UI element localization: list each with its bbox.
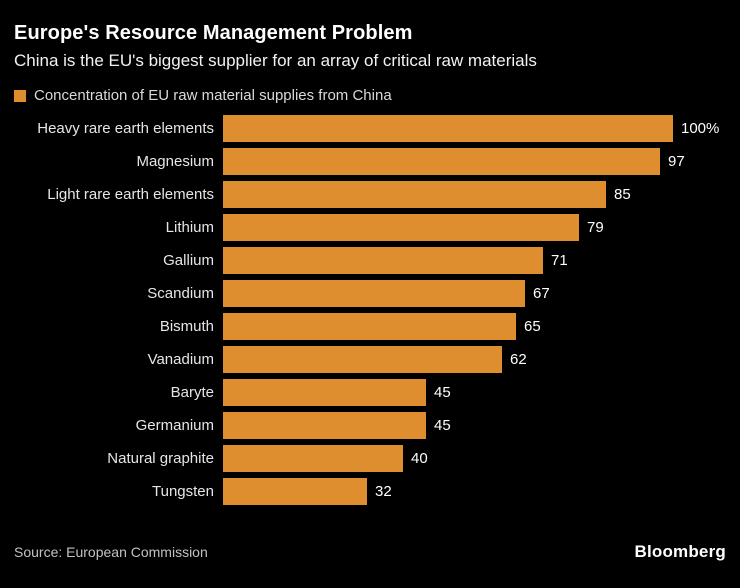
bar (223, 214, 579, 241)
bar-track: 62 (223, 346, 740, 373)
legend: Concentration of EU raw material supplie… (14, 88, 726, 104)
bar-value: 85 (614, 186, 631, 203)
bar-value: 71 (551, 252, 568, 269)
bar-value: 97 (668, 153, 685, 170)
bar (223, 247, 543, 274)
source-text: Source: European Commission (14, 544, 208, 560)
bar-label: Baryte (170, 384, 214, 401)
bar (223, 313, 516, 340)
bar-label: Natural graphite (107, 450, 214, 467)
bar-label: Lithium (165, 219, 214, 236)
bar-track: 97 (223, 148, 740, 175)
bar-value: 45 (434, 417, 451, 434)
bar-value: 67 (533, 285, 550, 302)
bar (223, 445, 403, 472)
bar-track: 32 (223, 478, 740, 505)
bar-track: 79 (223, 214, 740, 241)
bar-chart: Heavy rare earth elements 100% Magnesium… (0, 112, 740, 508)
bar-value: 62 (510, 351, 527, 368)
bar-row: Germanium 45 (0, 409, 740, 442)
bar-track: 85 (223, 181, 740, 208)
footer: Source: European Commission Bloomberg (0, 508, 740, 588)
bar-label: Bismuth (159, 318, 214, 335)
bloomberg-logo: Bloomberg (634, 542, 726, 561)
bar-track: 40 (223, 445, 740, 472)
bar (223, 280, 525, 307)
bar-row: Heavy rare earth elements 100% (0, 112, 740, 145)
bar-track: 67 (223, 280, 740, 307)
bar-label: Scandium (147, 285, 214, 302)
bar-value: 45 (434, 384, 451, 401)
bar-label: Light rare earth elements (47, 186, 214, 203)
bar-row: Vanadium 62 (0, 343, 740, 376)
bar-row: Light rare earth elements 85 (0, 178, 740, 211)
bar (223, 412, 426, 439)
bar-row: Magnesium 97 (0, 145, 740, 178)
bar-label: Magnesium (136, 153, 214, 170)
bar-track: 71 (223, 247, 740, 274)
chart-subtitle: China is the EU's biggest supplier for a… (14, 51, 537, 70)
bar-row: Scandium 67 (0, 277, 740, 310)
bar-label: Germanium (135, 417, 214, 434)
bar-label: Heavy rare earth elements (37, 120, 214, 137)
bar-track: 45 (223, 379, 740, 406)
bar-row: Baryte 45 (0, 376, 740, 409)
bar-value: 65 (524, 318, 541, 335)
bar (223, 115, 673, 142)
bar (223, 478, 367, 505)
bar-value: 100% (681, 120, 720, 137)
bar-label: Tungsten (152, 483, 214, 500)
header: Europe's Resource Management Problem Chi… (0, 0, 740, 73)
bar-row: Lithium 79 (0, 211, 740, 244)
bar-value: 40 (411, 450, 428, 467)
bar-label: Gallium (163, 252, 214, 269)
bar-track: 65 (223, 313, 740, 340)
bar-track: 100% (223, 115, 740, 142)
bar (223, 379, 426, 406)
bar-row: Bismuth 65 (0, 310, 740, 343)
bar-value: 79 (587, 219, 604, 236)
bar-row: Tungsten 32 (0, 475, 740, 508)
bar-row: Gallium 71 (0, 244, 740, 277)
bar-row: Natural graphite 40 (0, 442, 740, 475)
bar (223, 148, 660, 175)
bar (223, 181, 606, 208)
bar (223, 346, 502, 373)
bar-label: Vanadium (147, 351, 214, 368)
chart-title: Europe's Resource Management Problem (14, 22, 413, 44)
legend-swatch-icon (14, 90, 26, 102)
bar-track: 45 (223, 412, 740, 439)
bar-value: 32 (375, 483, 392, 500)
legend-label: Concentration of EU raw material supplie… (34, 87, 392, 104)
